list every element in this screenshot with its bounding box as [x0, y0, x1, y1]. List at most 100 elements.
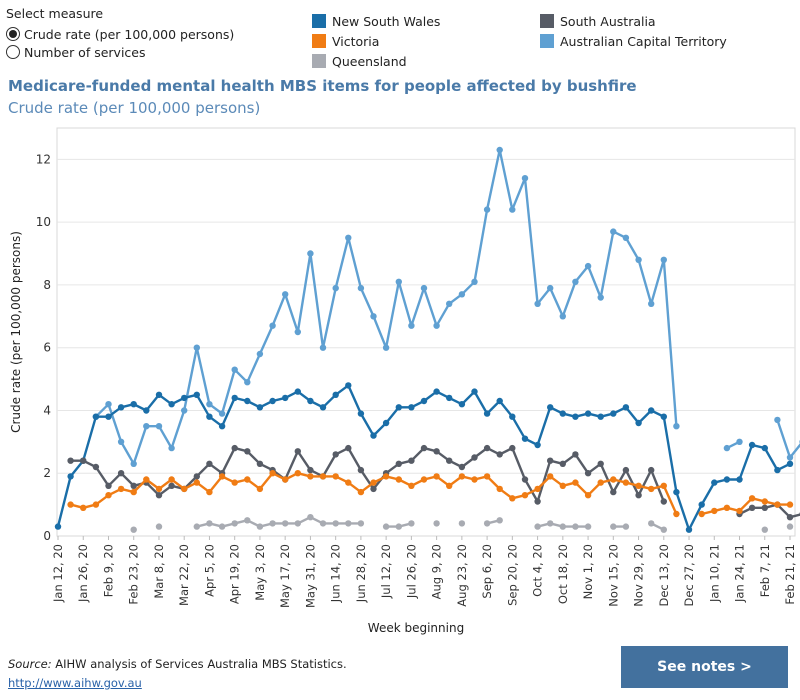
data-point-australian-capital-territory[interactable] — [534, 300, 541, 307]
data-point-australian-capital-territory[interactable] — [496, 146, 503, 154]
data-point-australian-capital-territory[interactable] — [370, 313, 377, 320]
data-point-new-south-wales[interactable] — [635, 419, 642, 427]
data-point-new-south-wales[interactable] — [54, 523, 62, 530]
data-point-new-south-wales[interactable] — [483, 410, 491, 417]
data-point-victoria[interactable] — [244, 476, 251, 483]
data-point-south-australia[interactable] — [307, 466, 314, 474]
data-point-new-south-wales[interactable] — [256, 404, 264, 411]
legend-item-qld[interactable]: Queensland — [312, 52, 407, 70]
data-point-victoria[interactable] — [420, 476, 428, 483]
legend-item-sa[interactable]: South Australia — [540, 12, 656, 30]
data-point-victoria[interactable] — [622, 479, 630, 486]
data-point-australian-capital-territory[interactable] — [282, 291, 289, 298]
data-point-new-south-wales[interactable] — [597, 413, 604, 420]
data-point-south-australia[interactable] — [572, 451, 579, 458]
data-point-victoria[interactable] — [509, 495, 516, 502]
data-point-victoria[interactable] — [711, 507, 718, 515]
data-point-australian-capital-territory[interactable] — [117, 438, 125, 445]
data-point-australian-capital-territory[interactable] — [105, 401, 112, 408]
data-point-victoria[interactable] — [698, 510, 705, 518]
data-point-victoria[interactable] — [458, 473, 466, 480]
data-point-australian-capital-territory[interactable] — [420, 284, 428, 292]
data-point-south-australia[interactable] — [622, 466, 630, 474]
data-point-queensland[interactable] — [648, 520, 655, 527]
data-point-victoria[interactable] — [206, 488, 213, 496]
data-point-australian-capital-territory[interactable] — [774, 416, 781, 424]
data-point-victoria[interactable] — [307, 473, 314, 480]
data-point-south-australia[interactable] — [206, 460, 213, 467]
legend-item-vic[interactable]: Victoria — [312, 32, 379, 50]
data-point-victoria[interactable] — [534, 485, 541, 493]
data-point-south-australia[interactable] — [483, 444, 491, 452]
data-point-australian-capital-territory[interactable] — [635, 256, 642, 263]
data-point-south-australia[interactable] — [534, 498, 541, 505]
data-point-south-australia[interactable] — [496, 451, 503, 458]
data-point-victoria[interactable] — [736, 507, 743, 515]
data-point-new-south-wales[interactable] — [698, 501, 705, 508]
data-point-australian-capital-territory[interactable] — [597, 294, 604, 301]
data-point-south-australia[interactable] — [748, 504, 756, 511]
data-point-victoria[interactable] — [748, 495, 756, 502]
data-point-queensland[interactable] — [622, 523, 630, 530]
data-point-australian-capital-territory[interactable] — [559, 313, 566, 320]
data-point-south-australia[interactable] — [117, 470, 125, 477]
data-point-south-australia[interactable] — [130, 482, 137, 489]
data-point-australian-capital-territory[interactable] — [269, 322, 276, 329]
data-point-victoria[interactable] — [168, 476, 175, 483]
data-point-new-south-wales[interactable] — [660, 413, 667, 420]
data-point-australian-capital-territory[interactable] — [130, 460, 137, 467]
data-point-victoria[interactable] — [319, 473, 327, 480]
data-point-south-australia[interactable] — [294, 448, 301, 455]
radio-selected-icon[interactable] — [6, 27, 20, 41]
data-point-australian-capital-territory[interactable] — [244, 379, 251, 386]
data-point-new-south-wales[interactable] — [395, 404, 402, 411]
data-point-south-australia[interactable] — [635, 492, 642, 499]
data-point-victoria[interactable] — [294, 470, 301, 477]
source-link[interactable]: http://www.aihw.gov.au — [8, 676, 142, 690]
data-point-victoria[interactable] — [80, 504, 87, 511]
data-point-new-south-wales[interactable] — [307, 397, 314, 405]
data-point-victoria[interactable] — [256, 485, 264, 493]
data-point-queensland[interactable] — [357, 520, 365, 527]
data-point-new-south-wales[interactable] — [168, 401, 175, 408]
data-point-new-south-wales[interactable] — [244, 397, 251, 405]
data-point-queensland[interactable] — [332, 520, 339, 527]
data-point-australian-capital-territory[interactable] — [446, 300, 453, 307]
data-point-south-australia[interactable] — [231, 444, 238, 452]
data-point-victoria[interactable] — [345, 479, 352, 486]
data-point-south-australia[interactable] — [458, 463, 466, 471]
data-point-new-south-wales[interactable] — [420, 397, 428, 405]
data-point-victoria[interactable] — [483, 473, 491, 480]
data-point-queensland[interactable] — [559, 523, 566, 530]
data-point-queensland[interactable] — [155, 523, 163, 530]
data-point-victoria[interactable] — [471, 476, 478, 483]
data-point-south-australia[interactable] — [345, 444, 352, 452]
data-point-victoria[interactable] — [67, 501, 74, 508]
data-point-australian-capital-territory[interactable] — [584, 262, 592, 270]
data-point-australian-capital-territory[interactable] — [294, 328, 301, 336]
data-point-south-australia[interactable] — [648, 466, 655, 474]
data-point-south-australia[interactable] — [395, 460, 402, 467]
data-point-new-south-wales[interactable] — [155, 391, 163, 398]
data-point-queensland[interactable] — [433, 520, 440, 527]
data-point-south-australia[interactable] — [168, 482, 175, 489]
data-point-victoria[interactable] — [673, 510, 680, 518]
data-point-australian-capital-territory[interactable] — [382, 344, 390, 351]
data-point-new-south-wales[interactable] — [193, 391, 200, 398]
data-point-victoria[interactable] — [92, 501, 100, 508]
data-point-australian-capital-territory[interactable] — [206, 401, 213, 408]
data-point-south-australia[interactable] — [761, 504, 768, 511]
data-point-victoria[interactable] — [332, 473, 339, 480]
data-point-victoria[interactable] — [547, 473, 554, 480]
data-point-australian-capital-territory[interactable] — [483, 206, 491, 213]
data-point-south-australia[interactable] — [92, 463, 100, 471]
radio-crude-rate[interactable]: Crude rate (per 100,000 persons) — [6, 25, 234, 43]
data-point-new-south-wales[interactable] — [534, 441, 541, 449]
data-point-victoria[interactable] — [408, 482, 415, 489]
data-point-new-south-wales[interactable] — [711, 479, 718, 486]
data-point-australian-capital-territory[interactable] — [648, 300, 655, 307]
data-point-queensland[interactable] — [282, 520, 289, 527]
data-point-new-south-wales[interactable] — [496, 397, 503, 405]
data-point-queensland[interactable] — [458, 520, 466, 527]
data-point-victoria[interactable] — [635, 482, 642, 489]
